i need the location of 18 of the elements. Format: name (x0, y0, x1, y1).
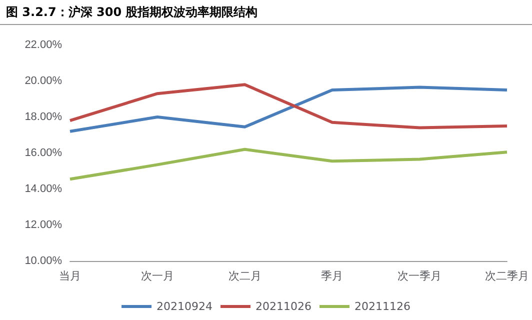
y-tick-label: 18.00% (24, 111, 62, 123)
y-tick-label: 14.00% (24, 183, 62, 195)
x-tick-label: 次一月 (140, 270, 174, 282)
x-tick-label: 次一季月 (398, 270, 442, 282)
x-tick-label: 次二季月 (485, 270, 529, 282)
chart-title: 图 3.2.7：沪深 300 股指期权波动率期限结构 (0, 0, 532, 25)
y-tick-label: 10.00% (24, 255, 62, 267)
line-series (68, 148, 508, 181)
y-tick-label: 12.00% (24, 219, 62, 231)
y-tick-label: 22.00% (24, 39, 62, 51)
x-tick-label: 次二月 (228, 270, 262, 282)
y-tick-label: 16.00% (24, 147, 62, 159)
legend-label: 20210924 (156, 300, 213, 313)
y-tick-label: 20.00% (24, 75, 62, 87)
legend-label: 20211126 (354, 300, 410, 313)
x-tick-label: 当月 (59, 270, 81, 282)
legend-label: 20211026 (256, 300, 312, 313)
x-tick-label: 季月 (321, 270, 344, 282)
